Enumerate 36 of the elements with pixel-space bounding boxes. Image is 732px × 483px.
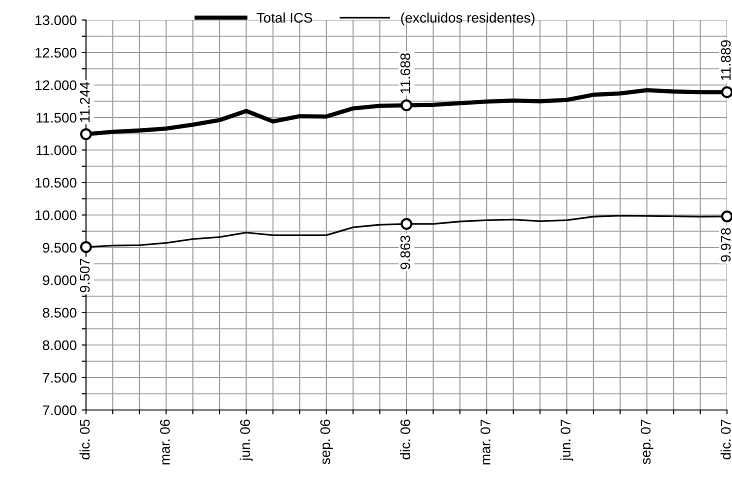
point [721, 86, 732, 98]
x-tick-label: dic. 05 [80, 420, 90, 460]
point [400, 99, 412, 112]
y-tick-label: 10.000 [36, 210, 76, 220]
data-label: 9.507 [80, 258, 90, 292]
x-tick-label: dic. 07 [720, 420, 731, 460]
x-tick-label: mar. 06 [160, 420, 170, 464]
data-label: 11.889 [720, 40, 731, 80]
y-tick-label: 7.500 [42, 372, 76, 383]
data-label: 11.688 [400, 53, 410, 94]
y-tick-label: 8.500 [42, 308, 76, 318]
x-tick-label: mar. 07 [480, 420, 490, 464]
data-label: 9.863 [400, 236, 410, 270]
x-tick-label: sep. 07 [640, 420, 654, 464]
x-tick-label: jun. 06 [240, 420, 253, 462]
y-tick-label: 9.000 [42, 275, 76, 286]
y-tick-label: 8.000 [42, 340, 76, 350]
y-tick-label: 12.000 [36, 80, 76, 90]
y-tick-label: 10.500 [36, 178, 76, 188]
y-tick-label: 9.500 [42, 242, 76, 253]
x-tick-label: jun. 07 [560, 420, 574, 462]
point [721, 210, 732, 222]
data-label: 11.244 [80, 82, 90, 122]
y-tick-label: 11.500 [36, 112, 76, 123]
legend-label: Total ICS [256, 12, 312, 23]
data-label: 9.978 [720, 228, 731, 262]
point [400, 218, 412, 230]
legend-label: (excluidos residentes) [401, 12, 534, 26]
y-tick-label: 12.500 [36, 48, 76, 58]
point [80, 241, 92, 253]
point [80, 128, 92, 140]
y-tick-label: 11.000 [36, 145, 76, 156]
x-tick-label: sep. 06 [320, 420, 333, 464]
y-tick-label: 13.000 [36, 15, 76, 26]
y-tick-label: 7.000 [42, 405, 76, 416]
x-tick-label: dic. 06 [400, 420, 410, 460]
